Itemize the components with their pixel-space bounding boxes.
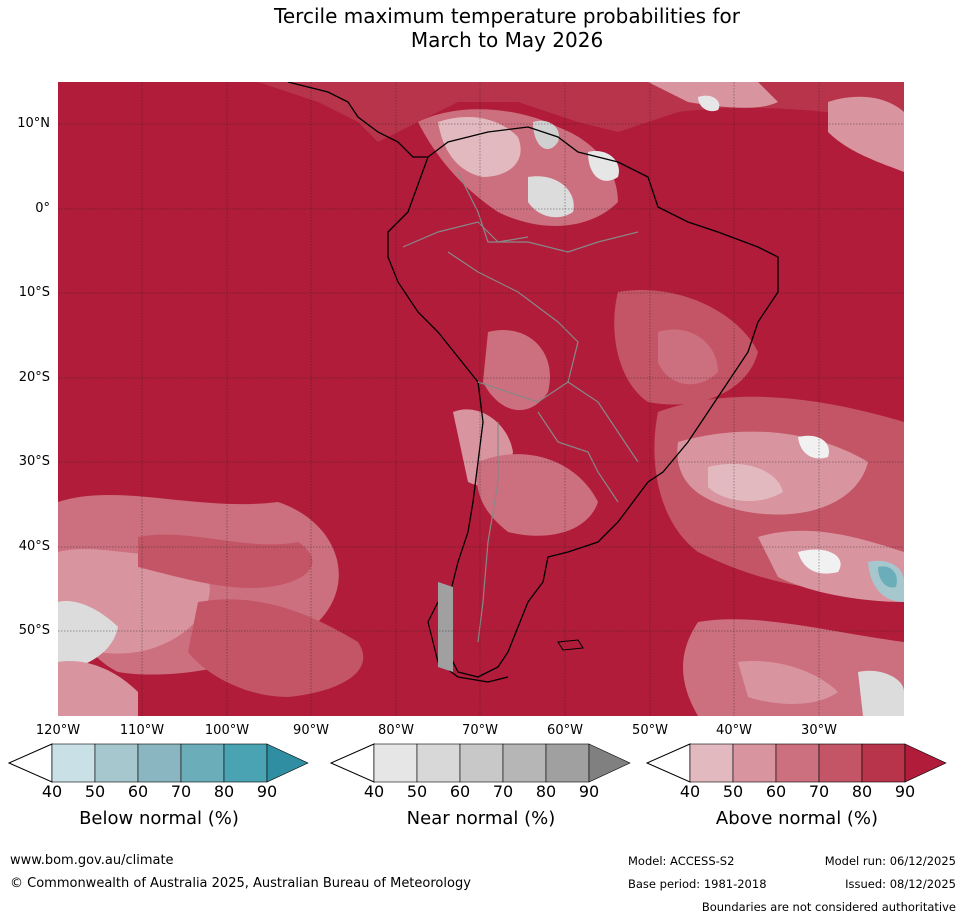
- near-normal-label: Near normal (%): [406, 808, 556, 829]
- above-tick-50: 50: [722, 782, 744, 801]
- below-swatch-5: [266, 743, 309, 783]
- near-swatch-4: [545, 743, 590, 783]
- above-normal-label: Above normal (%): [715, 808, 879, 829]
- probability-map: [58, 82, 904, 716]
- above-swatch-1: [732, 743, 777, 783]
- above-swatch-2: [775, 743, 820, 783]
- map-title-line1: Tercile maximum temperature probabilitie…: [274, 4, 740, 28]
- near-swatch-2: [459, 743, 504, 783]
- lon-label-30w: 30°W: [801, 723, 837, 738]
- lat-label-10n: 10°N: [17, 116, 50, 131]
- above-swatch-3: [818, 743, 863, 783]
- copyright-text: © Commonwealth of Australia 2025, Austra…: [10, 876, 471, 891]
- below-swatch-2: [137, 743, 182, 783]
- lat-label-50s: 50°S: [18, 623, 50, 638]
- above-swatch-5: [904, 743, 947, 783]
- near-swatch-3: [502, 743, 547, 783]
- near-tick-60: 60: [449, 782, 471, 801]
- disclaimer-text: Boundaries are not considered authoritat…: [701, 900, 956, 914]
- above-swatch-0: [689, 743, 734, 783]
- above-tick-60: 60: [765, 782, 787, 801]
- lon-label-50w: 50°W: [632, 723, 668, 738]
- base-period-text: Base period: 1981-2018: [628, 877, 767, 891]
- lon-label-90w: 90°W: [293, 723, 329, 738]
- country-borders: [402, 171, 639, 643]
- below-tick-50: 50: [84, 782, 106, 801]
- lon-label-40w: 40°W: [716, 723, 752, 738]
- below-swatch-1: [94, 743, 139, 783]
- lat-label-30s: 30°S: [18, 454, 50, 469]
- model-run-text: Model run: 06/12/2025: [824, 854, 956, 868]
- issued-text: Issued: 08/12/2025: [845, 877, 956, 891]
- colorbar-near-normal: [330, 743, 631, 783]
- above-tick-80: 80: [851, 782, 873, 801]
- above-tick-70: 70: [808, 782, 830, 801]
- below-tick-40: 40: [41, 782, 63, 801]
- lon-label-70w: 70°W: [462, 723, 498, 738]
- near-tick-80: 80: [535, 782, 557, 801]
- probability-fields: [58, 82, 904, 716]
- lat-label-0: 0°: [35, 201, 50, 216]
- near-swatch-0: [373, 743, 418, 783]
- near-tick-90: 90: [578, 782, 600, 801]
- below-tick-60: 60: [127, 782, 149, 801]
- lon-label-60w: 60°W: [547, 723, 583, 738]
- lat-label-10s: 10°S: [18, 285, 50, 300]
- below-normal-label: Below normal (%): [79, 808, 239, 829]
- coastline-central-america: [287, 82, 428, 158]
- map-canvas: [58, 82, 904, 716]
- below-swatch-4: [223, 743, 268, 783]
- graticule: [58, 82, 904, 716]
- map-title: Tercile maximum temperature probabilitie…: [0, 4, 965, 52]
- lon-label-110w: 110°W: [119, 723, 165, 738]
- lon-label-120w: 120°W: [35, 723, 81, 738]
- near-swatch-1: [416, 743, 461, 783]
- near-tick-40: 40: [363, 782, 385, 801]
- below-tick-70: 70: [170, 782, 192, 801]
- lat-label-40s: 40°S: [18, 539, 50, 554]
- colorbar-above-normal: [646, 743, 947, 783]
- colorbar-below-normal: [8, 743, 309, 783]
- near-tick-70: 70: [492, 782, 514, 801]
- falkland-islands: [557, 639, 584, 651]
- map-title-line2: March to May 2026: [410, 28, 604, 52]
- model-text: Model: ACCESS-S2: [628, 854, 735, 868]
- lon-label-100w: 100°W: [204, 723, 250, 738]
- website-text: www.bom.gov.au/climate: [10, 853, 174, 868]
- below-tick-90: 90: [256, 782, 278, 801]
- near-swatch-5: [588, 743, 631, 783]
- near-normal-andes: [438, 582, 453, 672]
- near-tick-50: 50: [406, 782, 428, 801]
- lon-label-80w: 80°W: [378, 723, 414, 738]
- below-tick-80: 80: [213, 782, 235, 801]
- lat-label-20s: 20°S: [18, 370, 50, 385]
- below-swatch-3: [180, 743, 225, 783]
- below-swatch-0: [51, 743, 96, 783]
- above-tick-90: 90: [894, 782, 916, 801]
- above-swatch-4: [861, 743, 906, 783]
- above-tick-40: 40: [679, 782, 701, 801]
